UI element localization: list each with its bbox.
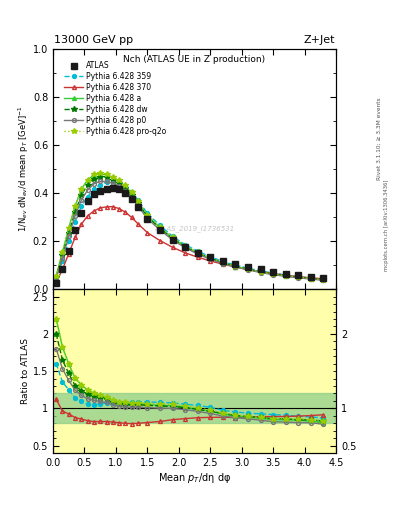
Text: 13000 GeV pp: 13000 GeV pp bbox=[54, 35, 133, 45]
Text: Z+Jet: Z+Jet bbox=[303, 35, 335, 45]
Legend: ATLAS, Pythia 6.428 359, Pythia 6.428 370, Pythia 6.428 a, Pythia 6.428 dw, Pyth: ATLAS, Pythia 6.428 359, Pythia 6.428 37… bbox=[62, 60, 168, 137]
Y-axis label: Ratio to ATLAS: Ratio to ATLAS bbox=[21, 338, 30, 404]
Y-axis label: 1/N$_{ev}$ dN$_{ev}$/d mean p$_T$ [GeV]$^{-1}$: 1/N$_{ev}$ dN$_{ev}$/d mean p$_T$ [GeV]$… bbox=[17, 105, 31, 232]
X-axis label: Mean $p_T$/dη dφ: Mean $p_T$/dη dφ bbox=[158, 471, 231, 485]
Text: Nch (ATLAS UE in Z production): Nch (ATLAS UE in Z production) bbox=[123, 55, 266, 63]
Text: ATLAS_2019_I1736531: ATLAS_2019_I1736531 bbox=[154, 226, 235, 232]
Text: mcplots.cern.ch [arXiv:1306.3436]: mcplots.cern.ch [arXiv:1306.3436] bbox=[384, 180, 389, 271]
Text: Rivet 3.1.10; ≥ 3.3M events: Rivet 3.1.10; ≥ 3.3M events bbox=[377, 97, 382, 180]
